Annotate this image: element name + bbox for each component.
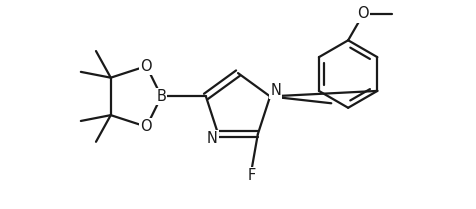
Text: B: B xyxy=(157,89,166,104)
Text: F: F xyxy=(248,168,256,183)
Text: O: O xyxy=(140,59,152,74)
Text: N: N xyxy=(270,83,281,98)
Text: O: O xyxy=(357,6,369,21)
Text: N: N xyxy=(207,131,218,146)
Text: O: O xyxy=(140,119,152,134)
